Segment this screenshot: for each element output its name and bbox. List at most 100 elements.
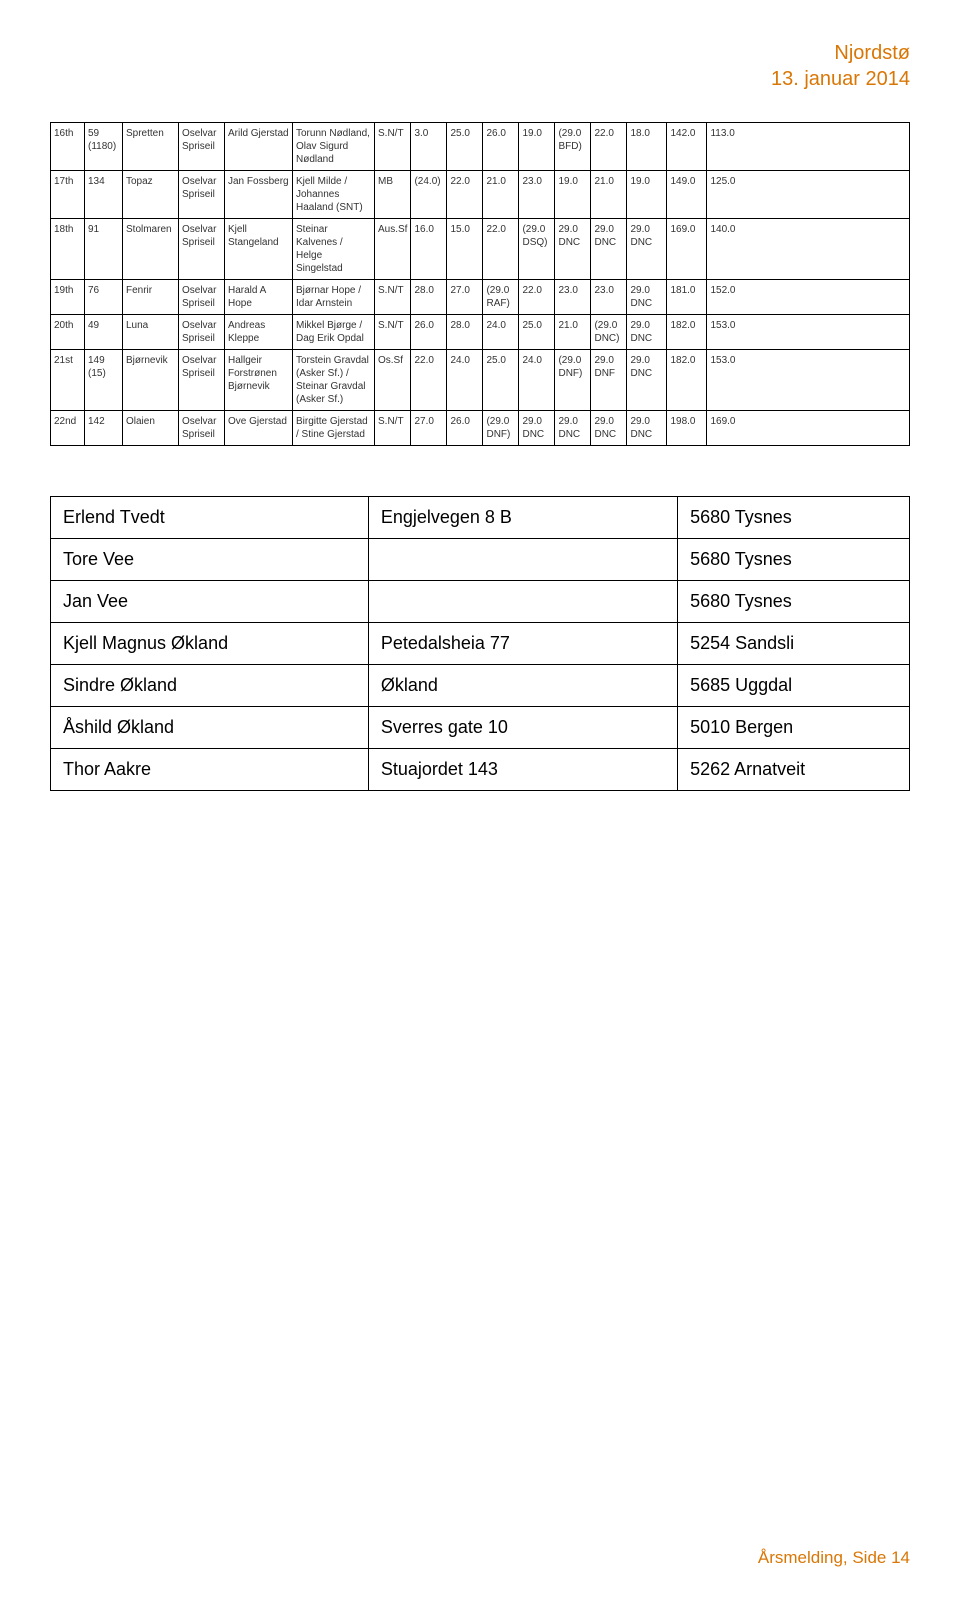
results-cell: (29.0 BFD) [555,123,591,171]
contacts-cell-name: Erlend Tvedt [51,497,369,539]
results-cell: Steinar Kalvenes / Helge Singelstad [293,219,375,280]
results-cell: 169.0 [707,411,910,446]
results-cell: 26.0 [483,123,519,171]
results-cell: 15.0 [447,219,483,280]
results-cell: Oselvar Spriseil [179,219,225,280]
results-cell: 21.0 [483,171,519,219]
results-cell: 125.0 [707,171,910,219]
table-row: 21st149 (15)BjørnevikOselvar SpriseilHal… [51,350,910,411]
results-cell: 29.0 DNC [591,411,627,446]
results-cell: Bjørnevik [123,350,179,411]
table-row: Tore Vee5680 Tysnes [51,539,910,581]
results-cell: 22.0 [447,171,483,219]
contacts-cell-post: 5680 Tysnes [678,497,910,539]
results-cell: 24.0 [447,350,483,411]
results-cell: 198.0 [667,411,707,446]
results-cell: 25.0 [447,123,483,171]
table-row: 22nd142OlaienOselvar SpriseilOve Gjersta… [51,411,910,446]
contacts-cell-name: Sindre Økland [51,665,369,707]
results-cell: Oselvar Spriseil [179,315,225,350]
results-cell: Stolmaren [123,219,179,280]
results-cell: 29.0 DNC [627,350,667,411]
contacts-cell-addr: Stuajordet 143 [368,749,677,791]
results-cell: Andreas Kleppe [225,315,293,350]
table-row: Kjell Magnus ØklandPetedalsheia 775254 S… [51,623,910,665]
contacts-cell-name: Kjell Magnus Økland [51,623,369,665]
results-cell: 29.0 DNC [555,411,591,446]
results-cell: 22.0 [483,219,519,280]
results-cell: 23.0 [555,280,591,315]
contacts-cell-addr: Sverres gate 10 [368,707,677,749]
results-cell: 16th [51,123,85,171]
results-cell: 49 [85,315,123,350]
results-cell: (24.0) [411,171,447,219]
results-cell: 153.0 [707,315,910,350]
results-cell: 21.0 [555,315,591,350]
results-cell: Ove Gjerstad [225,411,293,446]
contacts-cell-addr [368,581,677,623]
contacts-table: Erlend TvedtEngjelvegen 8 B5680 TysnesTo… [50,496,910,791]
results-cell: 29.0 DNC [591,219,627,280]
results-cell: 28.0 [447,315,483,350]
contacts-cell-addr [368,539,677,581]
results-cell: 26.0 [447,411,483,446]
results-cell: (29.0 DSQ) [519,219,555,280]
table-row: 18th91StolmarenOselvar SpriseilKjell Sta… [51,219,910,280]
table-row: 16th59 (1180)SprettenOselvar SpriseilAri… [51,123,910,171]
contacts-cell-addr: Petedalsheia 77 [368,623,677,665]
results-cell: Oselvar Spriseil [179,350,225,411]
results-cell: 18th [51,219,85,280]
results-cell: 140.0 [707,219,910,280]
results-cell: Luna [123,315,179,350]
results-cell: 23.0 [519,171,555,219]
results-cell: 29.0 DNC [627,219,667,280]
results-cell: 181.0 [667,280,707,315]
results-cell: 26.0 [411,315,447,350]
results-cell: 29.0 DNC [627,411,667,446]
results-cell: S.N/T [375,411,411,446]
results-cell: 29.0 DNC [555,219,591,280]
contacts-cell-name: Åshild Økland [51,707,369,749]
table-row: 20th49LunaOselvar SpriseilAndreas Kleppe… [51,315,910,350]
table-row: Åshild ØklandSverres gate 105010 Bergen [51,707,910,749]
results-cell: Oselvar Spriseil [179,411,225,446]
results-cell: 3.0 [411,123,447,171]
results-cell: Birgitte Gjerstad / Stine Gjerstad [293,411,375,446]
results-cell: 134 [85,171,123,219]
results-cell: 22nd [51,411,85,446]
results-cell: Hallgeir Forstrønen Bjørnevik [225,350,293,411]
results-cell: MB [375,171,411,219]
results-cell: Kjell Milde / Johannes Haaland (SNT) [293,171,375,219]
header-line2: 13. januar 2014 [50,66,910,92]
results-cell: (29.0 DNF) [483,411,519,446]
results-cell: 16.0 [411,219,447,280]
results-cell: 19.0 [519,123,555,171]
results-cell: 23.0 [591,280,627,315]
results-cell: Aus.Sf [375,219,411,280]
results-cell: 27.0 [447,280,483,315]
contacts-cell-addr: Økland [368,665,677,707]
results-cell: (29.0 RAF) [483,280,519,315]
results-cell: 19.0 [555,171,591,219]
results-cell: 19th [51,280,85,315]
results-cell: Olaien [123,411,179,446]
results-cell: S.N/T [375,123,411,171]
contacts-cell-addr: Engjelvegen 8 B [368,497,677,539]
page-footer: Årsmelding, Side 14 [758,1548,910,1568]
results-cell: 29.0 DNC [627,315,667,350]
results-cell: 149 (15) [85,350,123,411]
results-cell: 29.0 DNC [627,280,667,315]
results-cell: Jan Fossberg [225,171,293,219]
results-cell: Kjell Stangeland [225,219,293,280]
results-cell: 59 (1180) [85,123,123,171]
results-cell: 22.0 [519,280,555,315]
results-cell: 24.0 [483,315,519,350]
results-cell: Oselvar Spriseil [179,123,225,171]
contacts-cell-post: 5685 Uggdal [678,665,910,707]
results-cell: 27.0 [411,411,447,446]
contacts-cell-post: 5680 Tysnes [678,581,910,623]
results-cell: 19.0 [627,171,667,219]
results-cell: 152.0 [707,280,910,315]
results-cell: 182.0 [667,315,707,350]
page-header: Njordstø 13. januar 2014 [50,40,910,92]
